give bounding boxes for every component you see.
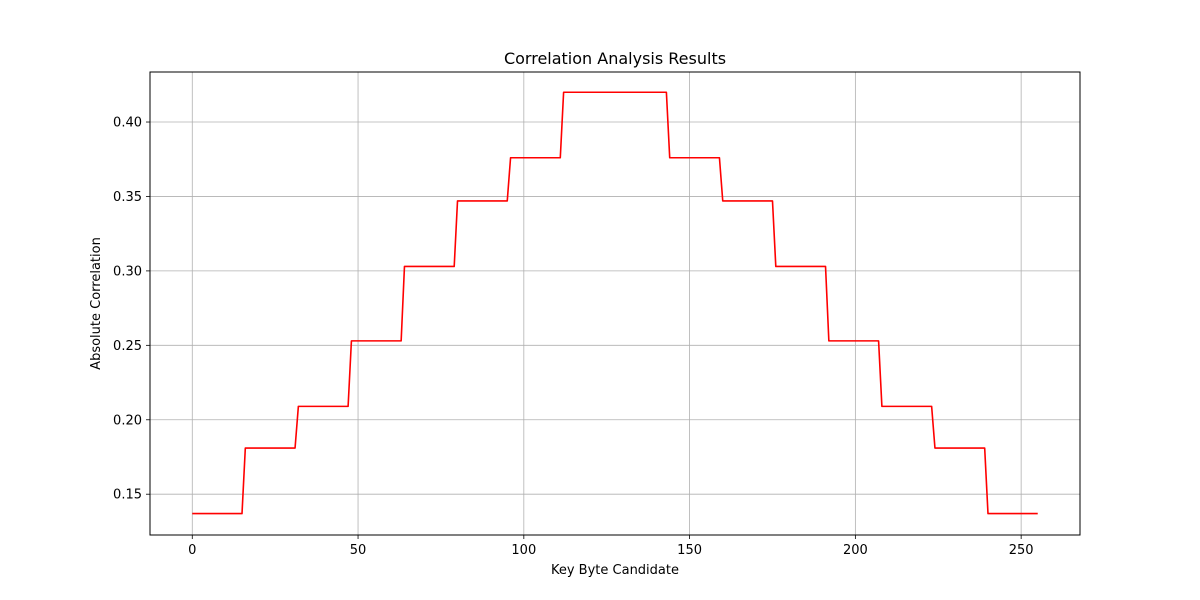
y-axis-ticks: 0.15 0.20 0.25 0.30 0.35 0.40	[113, 116, 150, 503]
x-tick-label: 200	[843, 543, 868, 558]
series-line	[192, 91, 1038, 515]
plot-frame	[149, 71, 1081, 536]
series-layer	[192, 91, 1038, 515]
y-axis-label: Absolute Correlation	[89, 237, 104, 370]
x-tick-label: 0	[188, 543, 196, 558]
y-tick-label: 0.35	[113, 190, 142, 205]
y-tick-label: 0.30	[113, 264, 142, 279]
grid	[150, 72, 1080, 535]
x-tick-label: 100	[511, 543, 536, 558]
y-tick-label: 0.20	[113, 413, 142, 428]
x-tick-label: 50	[350, 543, 367, 558]
chart-title: Correlation Analysis Results	[504, 49, 726, 68]
y-tick-label: 0.25	[113, 339, 142, 354]
y-tick-label: 0.40	[113, 116, 142, 131]
y-tick-label: 0.15	[113, 488, 142, 503]
x-tick-label: 250	[1009, 543, 1034, 558]
x-tick-label: 150	[677, 543, 702, 558]
x-axis-label: Key Byte Candidate	[551, 563, 679, 578]
x-axis-ticks: 0 50 100 150 200 250	[188, 535, 1034, 558]
